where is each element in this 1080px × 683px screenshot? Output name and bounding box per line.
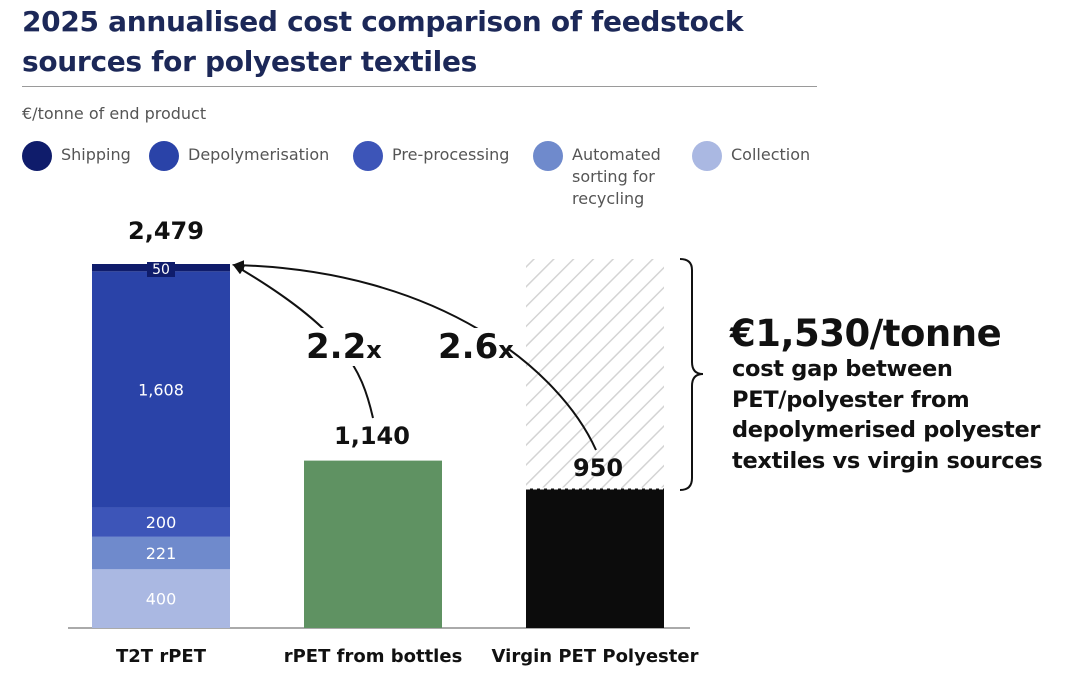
segment-label-collection: 400: [146, 590, 177, 609]
legend-swatch-pre-processing: [353, 141, 383, 171]
chart-title: 2025 annualised cost comparison of feeds…: [22, 5, 744, 78]
legend-label-depolymerisation: Depolymerisation: [188, 145, 330, 164]
segment-label-shipping: 50: [152, 262, 170, 278]
segment-label-pre-processing: 200: [146, 513, 177, 532]
multiplier-number-1: 2.6: [438, 327, 498, 367]
multiplier-bg-0: [304, 328, 366, 366]
legend-swatch-shipping: [22, 141, 52, 171]
legend-label-automated-sorting: Automated sorting for recycling: [572, 145, 661, 208]
legend-item-collection: Collection: [692, 141, 810, 171]
multiplier-suffix-0: x: [366, 336, 382, 364]
legend-swatch-depolymerisation: [149, 141, 179, 171]
total-label-rpet-from-bottles: 1,140: [334, 422, 410, 450]
category-label-virgin-pet-polyester: Virgin PET Polyester: [492, 646, 699, 667]
bar-segment-automated-sorting-for-recycling: [92, 536, 230, 570]
multiplier-label-1: 2.6x: [438, 327, 514, 367]
gap-headline: €1,530/tonne: [730, 312, 1002, 355]
bar-rpet-from-bottles: [304, 460, 442, 628]
bar-virgin-pet-polyester: [526, 488, 664, 628]
category-label-rpet-from-bottles: rPET from bottles: [284, 646, 463, 667]
shipping-label-bg: [147, 262, 175, 277]
legend-swatch-collection: [692, 141, 722, 171]
legend-item-pre-processing: Pre-processing: [353, 141, 509, 171]
multiplier-label-0: 2.2x: [306, 327, 382, 367]
bar-segment-depolymerisation: [92, 271, 230, 508]
total-label-virgin-pet-polyester: 950: [573, 454, 623, 482]
gap-hatch-area: [526, 259, 664, 489]
multiplier-number-0: 2.2: [306, 327, 366, 367]
legend-label-pre-processing: Pre-processing: [392, 145, 510, 164]
bar-segment-pre-processing: [92, 507, 230, 537]
gap-description: cost gap between PET/polyester from depo…: [732, 356, 1043, 474]
category-label-t2t-rpet: T2T rPET: [116, 646, 207, 667]
legend-item-automated-sorting: Automated sorting for recycling: [533, 141, 677, 210]
legend-item-depolymerisation: Depolymerisation: [149, 141, 329, 171]
segment-label-depolymerisation: 1,608: [138, 380, 184, 399]
total-label-t2t-rpet: 2,479: [128, 217, 204, 245]
legend-swatch-automated-sorting: [533, 141, 563, 171]
multiplier-bg-1: [436, 328, 508, 366]
bar-segment-collection: [92, 569, 230, 628]
legend-item-shipping: Shipping: [22, 141, 131, 171]
title-divider: [22, 86, 817, 87]
gap-brace: [679, 258, 704, 491]
legend-label-collection: Collection: [731, 145, 811, 164]
unit-label: €/tonne of end product: [22, 104, 207, 123]
legend-label-shipping: Shipping: [61, 145, 131, 164]
multiplier-suffix-1: x: [498, 336, 514, 364]
segment-label-automated-sorting-for-recycling: 221: [146, 544, 177, 563]
